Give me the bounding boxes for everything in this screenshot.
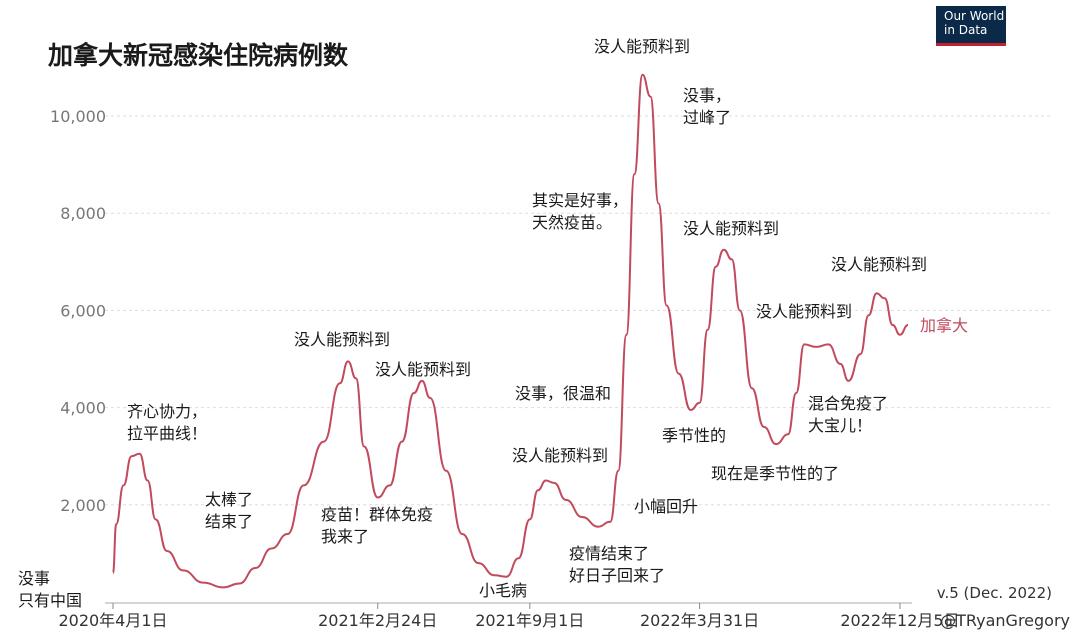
y-axis-ticks: 2,000 4,000 6,000 8,000 10,000: [50, 107, 106, 515]
series-label: 加拿大: [920, 316, 968, 335]
logo-stripe: [936, 43, 1006, 46]
y-tick-label: 4,000: [60, 399, 106, 418]
annotation: 疫情结束了好日子回来了: [569, 544, 665, 585]
x-axis: 2020年4月1日 2021年2月24日 2021年9月1日 2022年3月31日 20…: [58, 602, 960, 630]
x-tick-label: 2020年4月1日: [58, 611, 167, 630]
annotation: 现在是季节性的了: [711, 464, 839, 483]
annotation: 没人能预料到: [594, 37, 690, 56]
series-line: [112, 73, 909, 589]
annotation: 没人能预料到: [831, 255, 927, 274]
annotation: 没人能预料到: [756, 302, 852, 321]
annotation: 没事只有中国: [18, 569, 82, 610]
annotation: 混合免疫了大宝儿！: [808, 394, 888, 435]
credit-label: @TRyanGregory: [940, 611, 1070, 630]
x-tick-label: 2022年12月5日: [840, 611, 959, 630]
owid-logo: Our World in Data: [936, 6, 1006, 46]
x-tick-label: 2021年2月24日: [318, 611, 437, 630]
annotation: 小幅回升: [634, 497, 698, 516]
series-lines: 加拿大: [112, 73, 968, 589]
chart-title: 加拿大新冠感染住院病例数: [47, 41, 349, 70]
annotation: 疫苗！群体免疫我来了: [321, 505, 433, 546]
gridlines: [105, 115, 1050, 506]
annotation: 没人能预料到: [683, 219, 779, 238]
x-tick-label: 2021年9月1日: [475, 611, 584, 630]
annotation: 其实是好事，天然疫苗。: [532, 191, 628, 232]
x-tick-label: 2022年3月31日: [640, 611, 759, 630]
annotation: 没事，很温和: [515, 384, 611, 403]
annotation: 齐心协力，拉平曲线！: [127, 402, 207, 443]
y-tick-label: 2,000: [60, 496, 106, 515]
annotation: 没人能预料到: [375, 360, 471, 379]
logo-line-2: in Data: [944, 23, 988, 37]
annotation: 没人能预料到: [294, 330, 390, 349]
annotation: 季节性的: [662, 426, 726, 445]
annotation: 没事，过峰了: [683, 86, 731, 127]
y-tick-label: 8,000: [60, 204, 106, 223]
annotation: 没人能预料到: [512, 446, 608, 465]
version-label: v.5 (Dec. 2022): [937, 584, 1052, 602]
logo-line-1: Our World: [944, 9, 1005, 23]
y-tick-label: 6,000: [60, 301, 106, 320]
annotation: 小毛病: [479, 581, 527, 600]
annotation: 太棒了结束了: [205, 490, 253, 531]
y-tick-label: 10,000: [50, 107, 106, 126]
